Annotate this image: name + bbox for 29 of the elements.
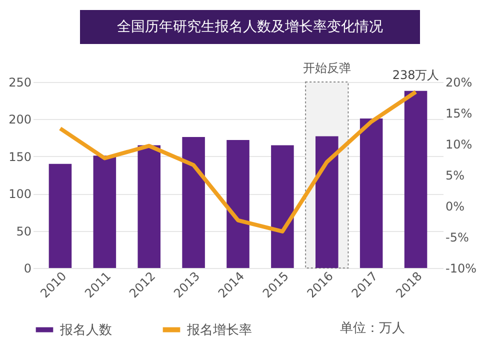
chart-title: 全国历年研究生报名人数及增长率变化情况 bbox=[80, 10, 420, 44]
y-tick-label: 100 bbox=[8, 187, 32, 202]
y-tick-label: 0 bbox=[24, 262, 32, 276]
bar bbox=[226, 140, 250, 268]
bar bbox=[360, 118, 383, 268]
y2-tick-label: 5% bbox=[446, 168, 465, 182]
y-tick-label: 50 bbox=[16, 224, 32, 238]
bar bbox=[316, 136, 338, 268]
y2-tick-label: 20% bbox=[446, 76, 472, 90]
annotation: 238万人 bbox=[392, 68, 440, 82]
bar bbox=[404, 90, 428, 268]
y2-tick-label: 10% bbox=[446, 138, 472, 152]
band-label: 开始反弹 bbox=[302, 61, 351, 75]
line-series bbox=[58, 90, 418, 234]
legend-label: 报名人数 bbox=[59, 322, 112, 338]
y-tick-label: 200 bbox=[8, 112, 32, 127]
bar bbox=[271, 145, 294, 268]
legend-label: 报名增长率 bbox=[186, 322, 252, 338]
text: 单位：万人 bbox=[340, 320, 405, 337]
y2-tick-label: -5% bbox=[446, 230, 469, 244]
y-tick-label: 250 bbox=[8, 76, 32, 90]
bar bbox=[182, 137, 205, 268]
bar bbox=[48, 164, 72, 268]
y-tick-label: 150 bbox=[8, 150, 32, 164]
bar bbox=[93, 156, 116, 268]
bar bbox=[138, 145, 160, 268]
y2-tick-label: -10% bbox=[446, 262, 477, 276]
y2-tick-label: 15% bbox=[446, 106, 472, 120]
y2-tick-label: 0% bbox=[446, 200, 465, 214]
